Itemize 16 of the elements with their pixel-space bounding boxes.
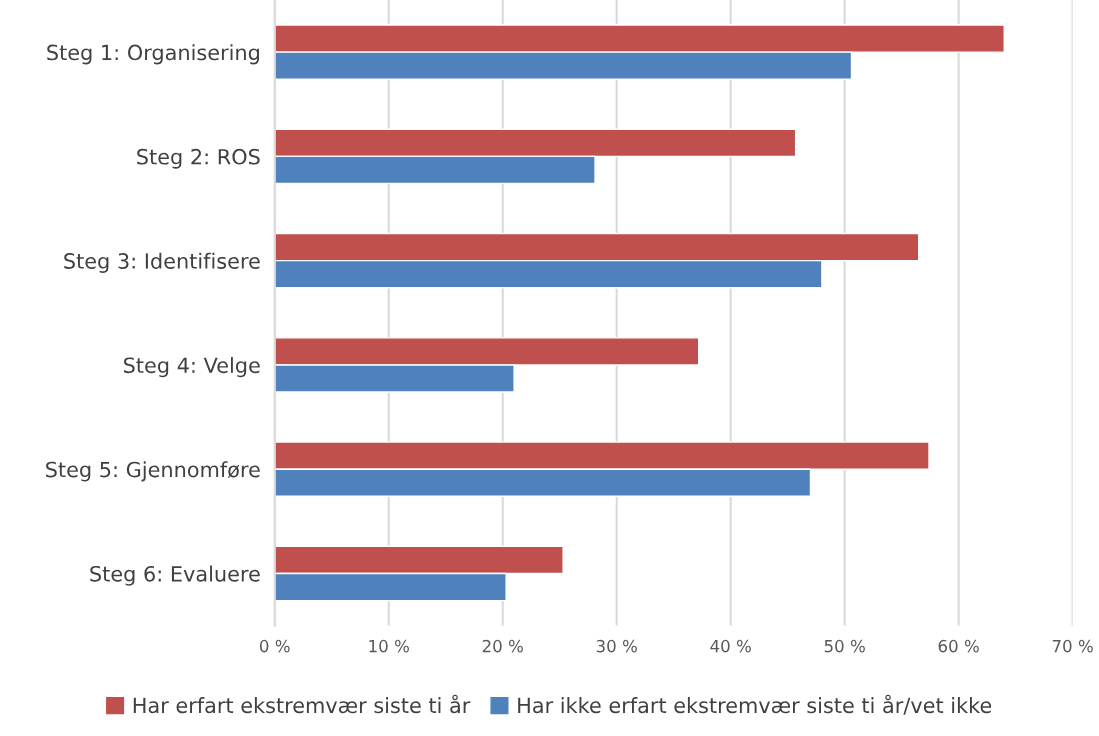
legend-label: Har erfart ekstremvær siste ti år [133,694,471,714]
y-tick-label: Steg 5: Gjennomføre [46,461,260,482]
x-tick-label: 0 % [259,639,290,653]
x-tick-label: 30 % [596,639,637,653]
y-tick-label: Steg 6: Evaluere [90,565,260,586]
x-tick-label: 60 % [938,639,979,653]
y-tick-label: Steg 3: Identifisere [64,252,260,273]
y-tick-label: Steg 2: ROS [137,148,260,169]
y-tick-label: Steg 1: Organisering [47,44,259,65]
x-tick-label: 40 % [710,639,751,653]
legend-label: Har ikke erfart ekstremvær siste ti år/vet ikke [518,694,992,715]
x-tick-label: 10 % [369,639,409,653]
y-tick-label: Steg 4: Velge [123,357,260,378]
x-tick-label: 50 % [824,639,865,653]
x-tick-label: 20 % [482,639,523,653]
x-tick-label: 70 % [1052,639,1093,653]
